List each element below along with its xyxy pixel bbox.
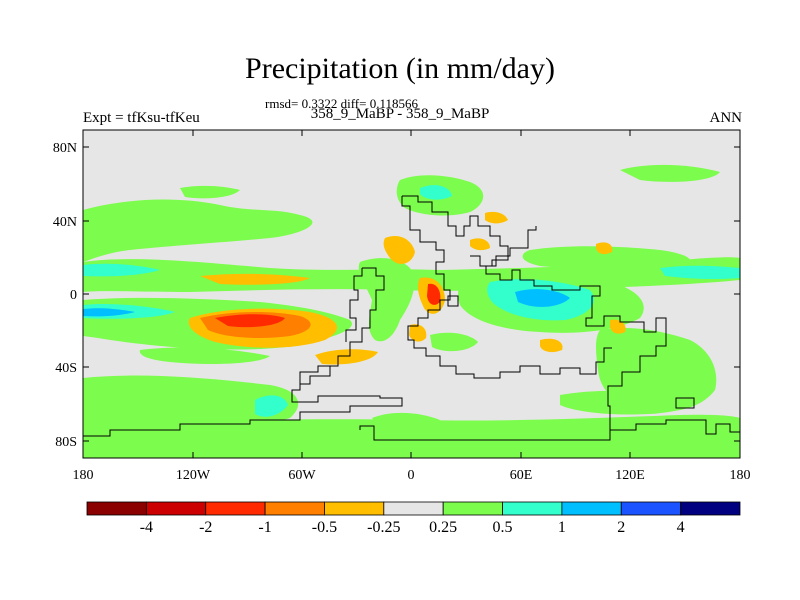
colorbar-label: -4 — [140, 519, 153, 536]
lon-tick-label: 60E — [510, 468, 533, 483]
longitude-axis: 180 120W 60W 0 60E 120E 180 — [73, 130, 751, 483]
lon-tick-label: 120W — [176, 468, 211, 483]
coastline-antarctic-east — [610, 419, 740, 435]
field-region — [427, 283, 441, 305]
map-title: Precipitation (in mm/day) — [245, 52, 555, 85]
field-region — [372, 412, 440, 430]
lon-tick-label: 180 — [730, 468, 751, 483]
coastline-island-a — [447, 295, 459, 307]
coastline-island-b — [675, 397, 695, 409]
latitude-axis: 80N 40N 0 40S 80S — [53, 141, 740, 450]
colorbar-swatch — [145, 501, 207, 516]
colorbar-label: -0.5 — [312, 519, 337, 536]
field-region — [315, 349, 378, 365]
colorbar: -4 -2 -1 -0.5 -0.25 0.25 0.5 1 2 4 — [86, 501, 741, 536]
coastline-south-america-west — [345, 268, 363, 342]
coastline-shelf — [300, 366, 331, 385]
season-label: ANN — [709, 110, 743, 126]
field-region — [420, 185, 452, 200]
lon-tick-label: 180 — [73, 468, 94, 483]
field-region — [83, 308, 135, 317]
map-subtitle: 358_9_MaBP - 358_9_MaBP — [310, 106, 490, 122]
field-region — [596, 328, 717, 412]
coastline-asia — [470, 226, 537, 267]
colorbar-swatch — [442, 501, 503, 516]
colorbar-swatch — [680, 501, 741, 516]
field-region — [139, 347, 270, 364]
lon-tick-label: 60W — [288, 468, 316, 483]
field-region — [83, 375, 299, 432]
colorbar-label: -2 — [199, 519, 212, 536]
colorbar-swatch — [324, 501, 385, 516]
lon-tick-label: 0 — [408, 468, 415, 483]
colorbar-label: -0.25 — [367, 519, 400, 536]
coastline-south-america — [83, 267, 403, 437]
field-region — [485, 211, 508, 224]
colorbar-swatch — [86, 501, 147, 516]
field-region — [660, 265, 740, 280]
field-region — [596, 242, 613, 255]
field-region — [200, 273, 310, 285]
colorbar-swatch — [264, 501, 325, 516]
lat-tick-label: 80S — [55, 435, 77, 450]
field-region — [430, 332, 478, 352]
lat-tick-label: 0 — [70, 288, 77, 303]
lat-tick-label: 80N — [53, 141, 77, 156]
colorbar-label: 0.25 — [429, 519, 457, 536]
colorbar-swatch — [205, 501, 266, 516]
field-region — [515, 289, 570, 307]
field-region — [83, 263, 160, 277]
field-region — [560, 390, 693, 415]
colorbar-swatch — [502, 501, 563, 516]
field-region — [610, 319, 626, 334]
colorbar-swatch — [383, 501, 444, 516]
colorbar-swatch — [620, 501, 682, 516]
experiment-label: Expt = tfKsu-tfKeu — [83, 110, 200, 126]
field-region — [383, 235, 415, 264]
map-plot-area — [82, 129, 741, 459]
field-region — [522, 246, 691, 271]
colorbar-label: 4 — [677, 519, 685, 536]
field-region — [409, 324, 427, 342]
field-region — [83, 414, 740, 458]
field-region — [255, 395, 288, 417]
field-region — [470, 238, 490, 251]
continent-outlines — [83, 195, 740, 441]
colorbar-label: 1 — [558, 519, 566, 536]
field-region — [215, 314, 285, 328]
field-region — [620, 164, 720, 182]
colorbar-label: -1 — [258, 519, 271, 536]
lat-tick-label: 40N — [53, 215, 77, 230]
colorbar-label: 2 — [617, 519, 625, 536]
precip-field — [83, 164, 740, 458]
coastline-africa — [359, 195, 667, 441]
field-region — [180, 185, 240, 199]
stats-line: rmsd= 0.3322 diff= 0.118566 — [265, 96, 418, 111]
lat-tick-label: 40S — [55, 361, 77, 376]
colorbar-swatch — [561, 501, 622, 516]
field-region — [358, 258, 415, 342]
lon-tick-label: 120E — [615, 468, 645, 483]
field-region — [83, 199, 313, 262]
colorbar-label: 0.5 — [493, 519, 513, 536]
coastline-west-africa — [401, 196, 612, 379]
field-region — [540, 338, 563, 353]
